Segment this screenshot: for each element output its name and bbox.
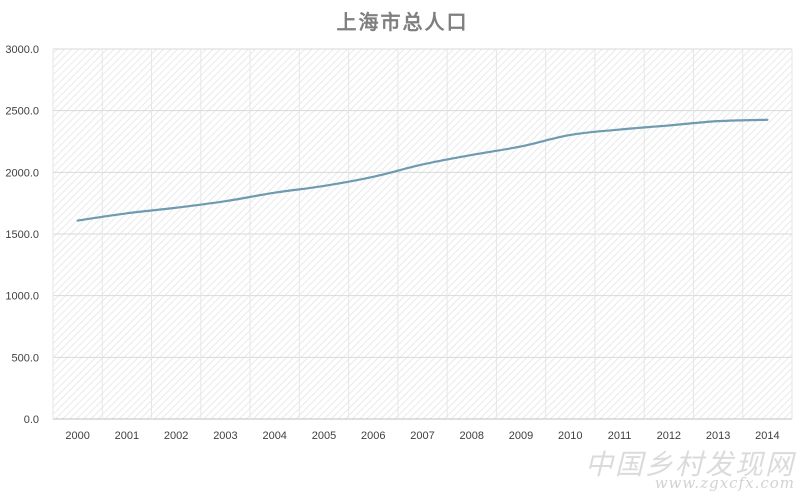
x-tick-label: 2006: [361, 430, 385, 442]
x-tick-label: 2002: [164, 430, 188, 442]
x-tick-label: 2010: [558, 430, 582, 442]
y-tick-label: 1000.0: [5, 291, 39, 303]
x-tick-label: 2005: [312, 430, 336, 442]
chart-title: 上海市总人口: [336, 10, 469, 34]
y-axis: 0.0 500.0 1000.0 1500.0 2000.0 2500.0 3000.0: [5, 44, 39, 426]
x-axis: 2000 2001 2002 2003 2004 2005 2006 2007 2008 2009…: [65, 430, 779, 442]
x-tick-label: 2014: [755, 430, 779, 442]
y-tick-label: 2500.0: [5, 106, 39, 118]
x-tick-label: 2008: [460, 430, 484, 442]
x-tick-label: 2004: [262, 430, 286, 442]
y-tick-label: 2000.0: [5, 167, 39, 179]
series-line-0: [76, 118, 769, 222]
watermark-url: www.zgxcfx.com: [654, 474, 795, 492]
watermark-logo-text: 中国乡村发现网: [584, 448, 795, 481]
y-tick-label: 500.0: [11, 352, 39, 364]
y-tick-label: 1500.0: [5, 229, 39, 241]
x-tick-label: 2003: [213, 430, 237, 442]
x-tick-label: 2011: [608, 430, 632, 442]
gridlines: [52, 48, 793, 420]
y-tick-label: 3000.0: [5, 44, 39, 56]
x-tick-label: 2000: [65, 430, 89, 442]
x-tick-label: 2012: [657, 430, 681, 442]
x-tick-label: 2009: [509, 430, 533, 442]
x-tick-label: 2007: [410, 430, 434, 442]
x-tick-label: 2013: [706, 430, 730, 442]
x-tick-label: 2001: [115, 430, 139, 442]
series-group: [76, 118, 769, 222]
y-tick-label: 0.0: [24, 414, 39, 426]
